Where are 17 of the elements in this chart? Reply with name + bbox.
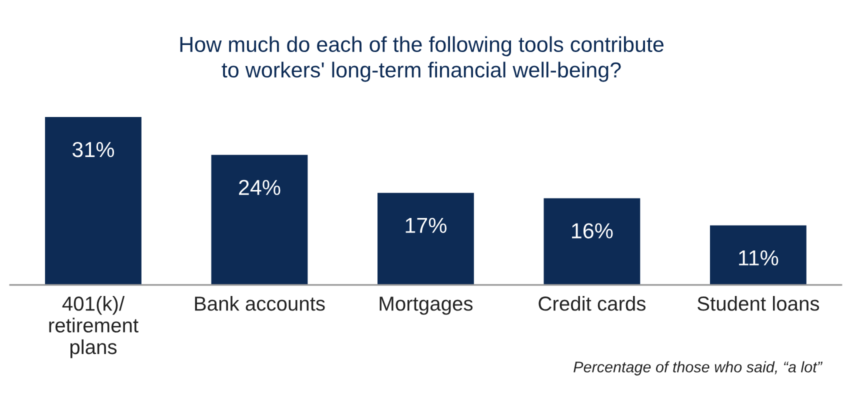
chart-title: How much do each of the following tools contribute to workers' long-term financial well-being? <box>180 36 664 82</box>
x-tick-label: 401(k)/ retirement plans <box>49 296 138 358</box>
text: Percentage of those who said, “a lot” <box>574 361 823 376</box>
x-tick-label: Mortgages <box>380 296 473 315</box>
data-label: 16% <box>572 223 613 238</box>
data-label: 11% <box>739 250 778 266</box>
bar <box>378 192 474 285</box>
x-tick-label: Student loans <box>698 296 820 311</box>
bar <box>544 198 640 285</box>
data-label: 31% <box>72 142 114 158</box>
bar <box>710 225 806 285</box>
bar <box>211 154 308 285</box>
data-label: 17% <box>406 218 446 233</box>
x-tick-label: Credit cards <box>538 296 646 311</box>
data-label: 24% <box>239 180 280 196</box>
x-tick-label: Bank accounts <box>195 296 325 311</box>
bar <box>45 117 142 285</box>
